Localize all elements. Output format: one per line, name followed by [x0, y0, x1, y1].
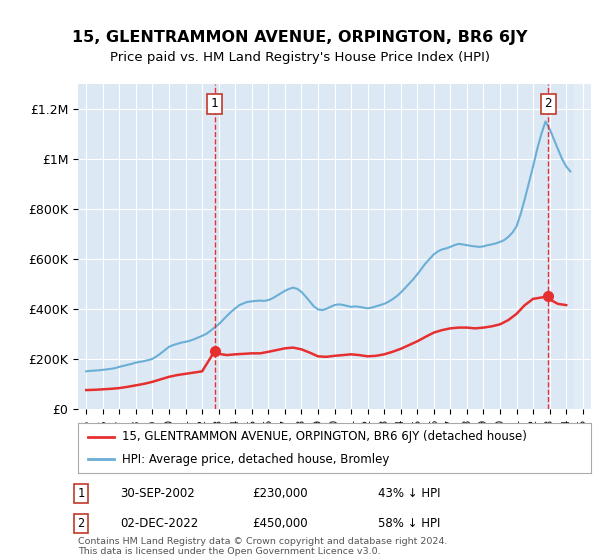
Text: 15, GLENTRAMMON AVENUE, ORPINGTON, BR6 6JY (detached house): 15, GLENTRAMMON AVENUE, ORPINGTON, BR6 6…: [122, 431, 526, 444]
Text: 02-DEC-2022: 02-DEC-2022: [120, 517, 198, 530]
Text: 15, GLENTRAMMON AVENUE, ORPINGTON, BR6 6JY: 15, GLENTRAMMON AVENUE, ORPINGTON, BR6 6…: [72, 30, 528, 45]
Text: 2: 2: [77, 517, 85, 530]
Text: 30-SEP-2002: 30-SEP-2002: [120, 487, 195, 501]
Text: 1: 1: [77, 487, 85, 501]
Bar: [574, 84, 591, 409]
Text: Price paid vs. HM Land Registry's House Price Index (HPI): Price paid vs. HM Land Registry's House …: [110, 52, 490, 64]
Text: 1: 1: [211, 97, 218, 110]
Text: £230,000: £230,000: [252, 487, 308, 501]
Text: 58% ↓ HPI: 58% ↓ HPI: [378, 517, 440, 530]
Text: HPI: Average price, detached house, Bromley: HPI: Average price, detached house, Brom…: [122, 452, 389, 465]
Text: £450,000: £450,000: [252, 517, 308, 530]
Text: 43% ↓ HPI: 43% ↓ HPI: [378, 487, 440, 501]
Text: Contains HM Land Registry data © Crown copyright and database right 2024.: Contains HM Land Registry data © Crown c…: [78, 537, 448, 546]
Text: This data is licensed under the Open Government Licence v3.0.: This data is licensed under the Open Gov…: [78, 547, 380, 556]
Text: 2: 2: [545, 97, 552, 110]
